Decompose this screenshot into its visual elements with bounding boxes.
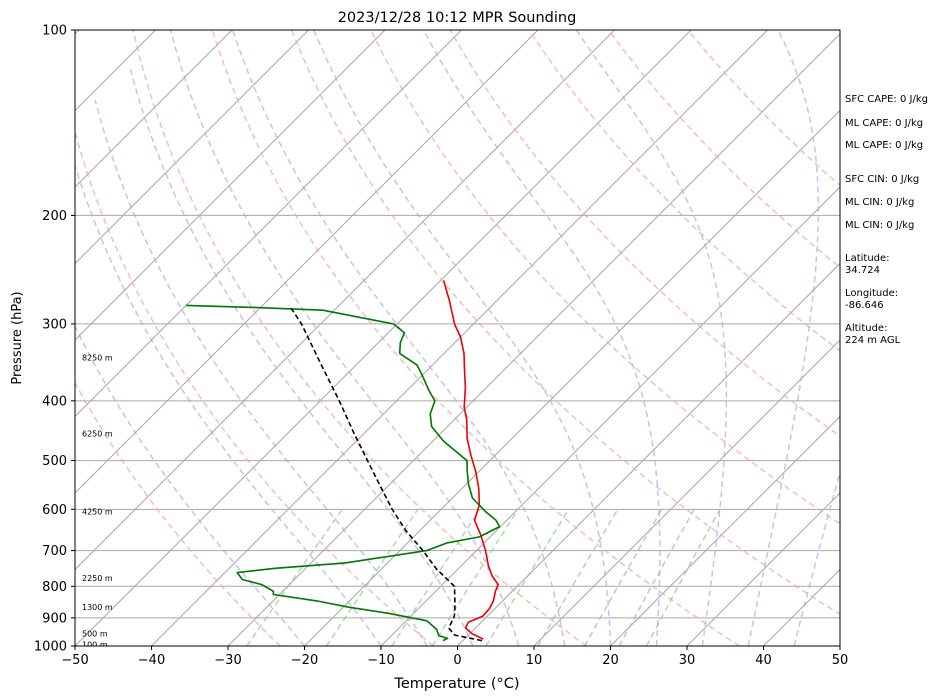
mixing-ratio-line bbox=[645, 508, 721, 646]
height-label: 8250 m bbox=[82, 353, 113, 362]
isotherm-line bbox=[0, 30, 3, 646]
mixing-ratio-line bbox=[391, 508, 481, 646]
mixing-ratio-line bbox=[618, 508, 695, 646]
x-tick-label: 40 bbox=[755, 653, 772, 668]
moist-adiabat-line bbox=[169, 30, 520, 646]
info-annotation: Altitude: bbox=[845, 323, 887, 334]
x-tick-label: −30 bbox=[214, 653, 241, 668]
isotherm-line bbox=[75, 30, 615, 571]
isotherm-line bbox=[686, 492, 840, 646]
x-tick-label: 20 bbox=[602, 653, 619, 668]
height-label: 100 m bbox=[82, 641, 108, 650]
dewpoint-line bbox=[186, 304, 501, 642]
isotherm-line bbox=[610, 415, 840, 646]
moist-adiabat-line bbox=[747, 30, 820, 646]
isotherm-line bbox=[75, 30, 462, 418]
moist-adiabat-line bbox=[231, 30, 566, 646]
x-axis: −50 −40 −30 −20 −10 0 10 20 30 40 50 bbox=[61, 646, 848, 668]
y-tick-label: 100 bbox=[42, 24, 67, 39]
x-tick-label: 50 bbox=[832, 653, 849, 668]
y-tick-label: 400 bbox=[42, 394, 67, 409]
sounding-info: SFC CAPE: 0 J/kg ML CAPE: 0 J/kg ML CAPE: … bbox=[845, 94, 928, 346]
info-annotation: Latitude: bbox=[845, 253, 890, 264]
moist-adiabat-line bbox=[129, 67, 474, 646]
moist-adiabat-line bbox=[75, 163, 382, 646]
y-tick-label: 700 bbox=[42, 544, 67, 559]
dry-adiabats bbox=[75, 30, 840, 646]
info-annotation: 34.724 bbox=[845, 265, 880, 276]
temperature-line bbox=[442, 280, 499, 640]
info-annotation: Longitude: bbox=[845, 288, 898, 299]
isotherm-line bbox=[75, 30, 539, 494]
height-label: 500 m bbox=[82, 630, 108, 639]
height-labels: 100 m 500 m 1300 m 2250 m 4250 m 6250 m 8250 m bbox=[82, 353, 113, 650]
info-annotation: ML CAPE: 0 J/kg bbox=[845, 140, 923, 151]
y-tick-label: 1000 bbox=[34, 640, 67, 655]
dry-adiabat-line bbox=[370, 30, 840, 525]
info-annotation: ML CIN: 0 J/kg bbox=[845, 220, 914, 231]
isotherm-line bbox=[304, 109, 840, 646]
height-label: 6250 m bbox=[82, 430, 113, 439]
isotherm-line bbox=[457, 262, 840, 646]
isotherm-line bbox=[151, 30, 768, 646]
y-axis: 1000 900 800 700 600 500 400 300 200 100 bbox=[34, 24, 75, 655]
plot-area: 100 m 500 m 1300 m 2250 m 4250 m 6250 m 8250 m bbox=[0, 30, 840, 650]
plot-frame bbox=[74, 29, 841, 647]
info-annotation: ML CAPE: 0 J/kg bbox=[845, 118, 923, 129]
isotherm-line bbox=[227, 33, 840, 646]
mixing-ratio-line bbox=[325, 508, 419, 646]
mixing-ratio-line bbox=[246, 508, 343, 646]
x-tick-label: −10 bbox=[367, 653, 394, 668]
info-annotation: -86.646 bbox=[845, 300, 884, 311]
chart-title: 2023/12/28 10:12 MPR Sounding bbox=[338, 10, 577, 26]
y-axis-label: Pressure (hPa) bbox=[10, 291, 25, 384]
mixing-ratio-line bbox=[537, 508, 619, 646]
moist-adiabats bbox=[75, 30, 840, 646]
x-tick-label: 10 bbox=[526, 653, 543, 668]
dry-adiabat-line bbox=[528, 30, 840, 352]
dry-adiabat-line bbox=[132, 30, 587, 646]
dry-adiabat-line bbox=[75, 381, 281, 646]
height-label: 2250 m bbox=[82, 574, 113, 583]
mixing-ratio-line bbox=[485, 508, 570, 646]
moist-adiabat-line bbox=[75, 324, 306, 646]
dry-adiabat-line bbox=[211, 30, 740, 646]
moist-adiabat-line bbox=[313, 30, 612, 646]
info-annotation: ML CIN: 0 J/kg bbox=[845, 197, 914, 208]
mixing-ratio-line bbox=[584, 508, 663, 646]
x-axis-label: Temperature (°C) bbox=[393, 676, 519, 692]
moist-adiabat-line bbox=[575, 30, 728, 646]
info-annotation: 224 m AGL bbox=[845, 335, 901, 346]
x-tick-label: −50 bbox=[61, 653, 88, 668]
mixing-ratio-lines bbox=[246, 508, 721, 646]
height-label: 4250 m bbox=[82, 508, 113, 517]
y-tick-label: 900 bbox=[42, 611, 67, 626]
isotherm-line bbox=[75, 30, 386, 341]
y-tick-label: 500 bbox=[42, 454, 67, 469]
info-annotation: SFC CIN: 0 J/kg bbox=[845, 174, 919, 185]
isotherm-line bbox=[533, 339, 840, 646]
isotherm-line bbox=[75, 30, 233, 188]
x-tick-label: 30 bbox=[679, 653, 696, 668]
dry-adiabat-line bbox=[75, 129, 434, 646]
y-tick-label: 600 bbox=[42, 503, 67, 518]
mixing-ratio-line bbox=[431, 508, 519, 646]
x-tick-label: −20 bbox=[291, 653, 318, 668]
sounding-series bbox=[186, 280, 501, 642]
y-tick-label: 300 bbox=[42, 317, 67, 332]
dry-adiabat-line bbox=[290, 30, 840, 616]
grid-layer bbox=[0, 30, 840, 646]
height-label: 1300 m bbox=[82, 603, 113, 612]
y-tick-label: 200 bbox=[42, 209, 67, 224]
x-tick-label: 0 bbox=[453, 653, 461, 668]
x-tick-label: −40 bbox=[138, 653, 165, 668]
parcel-path-line bbox=[288, 304, 483, 642]
moist-adiabat-line bbox=[422, 30, 661, 646]
moist-adiabat-line bbox=[94, 100, 428, 646]
moist-adiabat-line bbox=[793, 469, 840, 646]
info-annotation: SFC CAPE: 0 J/kg bbox=[845, 94, 928, 105]
y-tick-label: 800 bbox=[42, 580, 67, 595]
